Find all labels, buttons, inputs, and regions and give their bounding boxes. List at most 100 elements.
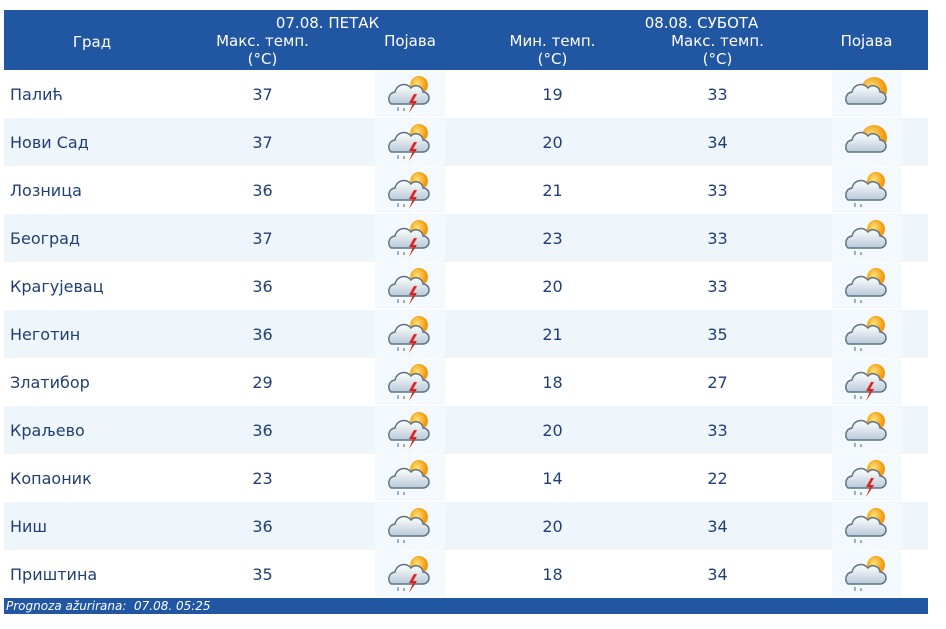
header-label: Појава <box>840 32 893 50</box>
icon-box <box>831 215 902 261</box>
table-row: Краљево 36 20 33 <box>4 406 928 454</box>
header-label: Макс. темп. <box>671 32 764 50</box>
weather-cell <box>805 118 928 166</box>
weather-cell <box>345 502 475 550</box>
icon-box <box>831 503 902 549</box>
weather-cell <box>805 454 928 502</box>
weather-icon <box>844 508 887 543</box>
min-temp: 23 <box>475 214 630 262</box>
city-name: Златибор <box>10 372 90 392</box>
table-row: Крагујевац 36 20 33 <box>4 262 928 310</box>
weather-icon <box>844 412 887 447</box>
header-column: Макс. темп. (°C) <box>180 32 345 70</box>
weather-icon <box>844 125 887 153</box>
city-name: Ниш <box>4 502 180 550</box>
weather-icon <box>388 172 430 209</box>
weather-icon <box>388 316 430 353</box>
city-name: Крагујевац <box>10 276 104 296</box>
weather-cell <box>345 454 475 502</box>
icon-box <box>375 119 445 165</box>
max-temp: 36 <box>180 310 345 358</box>
max-temp: 33 <box>630 214 805 262</box>
header-unit: (°C) <box>247 50 278 68</box>
icon-box <box>375 263 445 309</box>
weather-cell <box>345 166 475 214</box>
header-label: Макс. темп. <box>216 32 309 50</box>
icon-box <box>831 311 902 357</box>
table-row: Палић 37 19 33 <box>4 70 928 118</box>
max-temp: 33 <box>707 84 728 104</box>
min-temp: 20 <box>475 118 630 166</box>
icon-box <box>375 455 445 501</box>
min-temp: 20 <box>475 406 630 454</box>
max-temp: 37 <box>180 118 345 166</box>
city-name: Лозница <box>10 180 82 200</box>
max-temp: 34 <box>707 564 728 584</box>
max-temp: 22 <box>707 468 728 488</box>
icon-box <box>831 455 902 501</box>
max-temp: 34 <box>630 502 805 550</box>
header-column: Макс. темп. (°C) <box>630 32 805 70</box>
weather-cell <box>345 406 475 454</box>
max-temp: 23 <box>252 468 273 488</box>
min-temp: 20 <box>475 502 630 550</box>
max-temp: 27 <box>707 372 728 392</box>
min-temp: 20 <box>542 276 563 296</box>
max-temp: 33 <box>707 276 728 296</box>
weather-icon <box>388 556 430 593</box>
min-temp: 18 <box>542 564 563 584</box>
weather-icon <box>388 508 430 543</box>
icon-box <box>375 503 445 549</box>
weather-icon <box>844 556 887 591</box>
weather-cell <box>805 310 928 358</box>
weather-icon <box>844 172 887 207</box>
max-temp: 34 <box>630 118 805 166</box>
icon-box <box>375 167 445 213</box>
header-day: 08.08. СУБОТА <box>475 10 928 32</box>
header-unit: (°C) <box>702 50 733 68</box>
weather-cell <box>345 118 475 166</box>
weather-cell <box>805 70 928 118</box>
icon-box <box>831 71 902 117</box>
weather-cell <box>345 214 475 262</box>
weather-cell <box>805 358 928 406</box>
min-temp: 21 <box>542 180 563 200</box>
max-temp: 36 <box>252 276 273 296</box>
header-city: Град <box>4 10 180 70</box>
weather-icon <box>844 460 887 497</box>
icon-box <box>375 215 445 261</box>
header-unit: (°C) <box>537 50 568 68</box>
max-temp: 35 <box>252 564 273 584</box>
icon-box <box>831 407 902 453</box>
icon-box <box>831 119 902 165</box>
max-temp: 36 <box>180 502 345 550</box>
icon-box <box>831 551 902 597</box>
max-temp: 37 <box>180 214 345 262</box>
max-temp: 36 <box>252 180 273 200</box>
max-temp: 33 <box>630 406 805 454</box>
forecast: Град 07.08. ПЕТАК 08.08. СУБОТА Макс. те… <box>4 10 928 614</box>
weather-cell <box>805 502 928 550</box>
header-column: Појава <box>345 32 475 70</box>
weather-cell <box>805 550 928 598</box>
weather-cell <box>805 166 928 214</box>
weather-cell <box>345 310 475 358</box>
weather-icon <box>388 460 430 495</box>
weather-icon <box>844 77 887 105</box>
weather-icon <box>388 268 430 305</box>
header-column: Појава <box>805 32 928 70</box>
table-row: Приштина 35 18 34 <box>4 550 928 598</box>
weather-cell <box>805 406 928 454</box>
weather-icon <box>388 412 430 449</box>
weather-cell <box>345 550 475 598</box>
max-temp: 37 <box>252 84 273 104</box>
weather-cell <box>345 262 475 310</box>
header-label: Мин. темп. <box>509 32 596 50</box>
city-name: Нови Сад <box>4 118 180 166</box>
max-temp: 33 <box>707 180 728 200</box>
table-row: Лозница 36 21 33 <box>4 166 928 214</box>
weather-cell <box>345 70 475 118</box>
max-temp: 29 <box>252 372 273 392</box>
icon-box <box>831 359 902 405</box>
city-name: Приштина <box>10 564 98 584</box>
